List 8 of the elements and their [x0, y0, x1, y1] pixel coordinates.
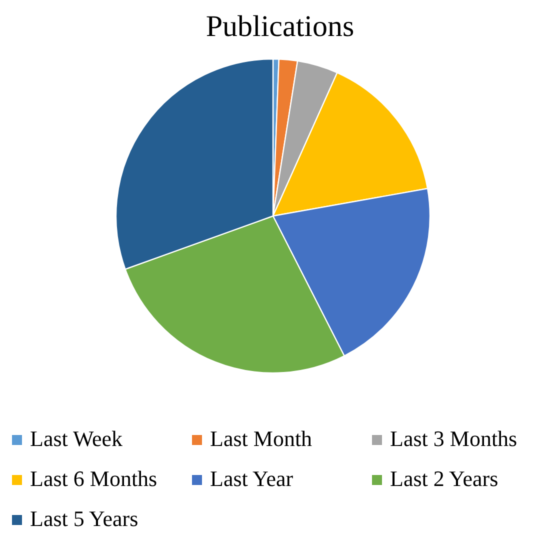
legend-label: Last Year [210, 466, 294, 491]
legend-label: Last Week [30, 426, 123, 451]
chart-title: Publications [206, 10, 354, 43]
legend-label: Last 5 Years [30, 506, 138, 531]
legend-label: Last 3 Months [390, 426, 518, 451]
legend-label: Last 6 Months [30, 466, 158, 491]
legend-label: Last Month [210, 426, 312, 451]
legend-label: Last 2 Years [390, 466, 498, 491]
